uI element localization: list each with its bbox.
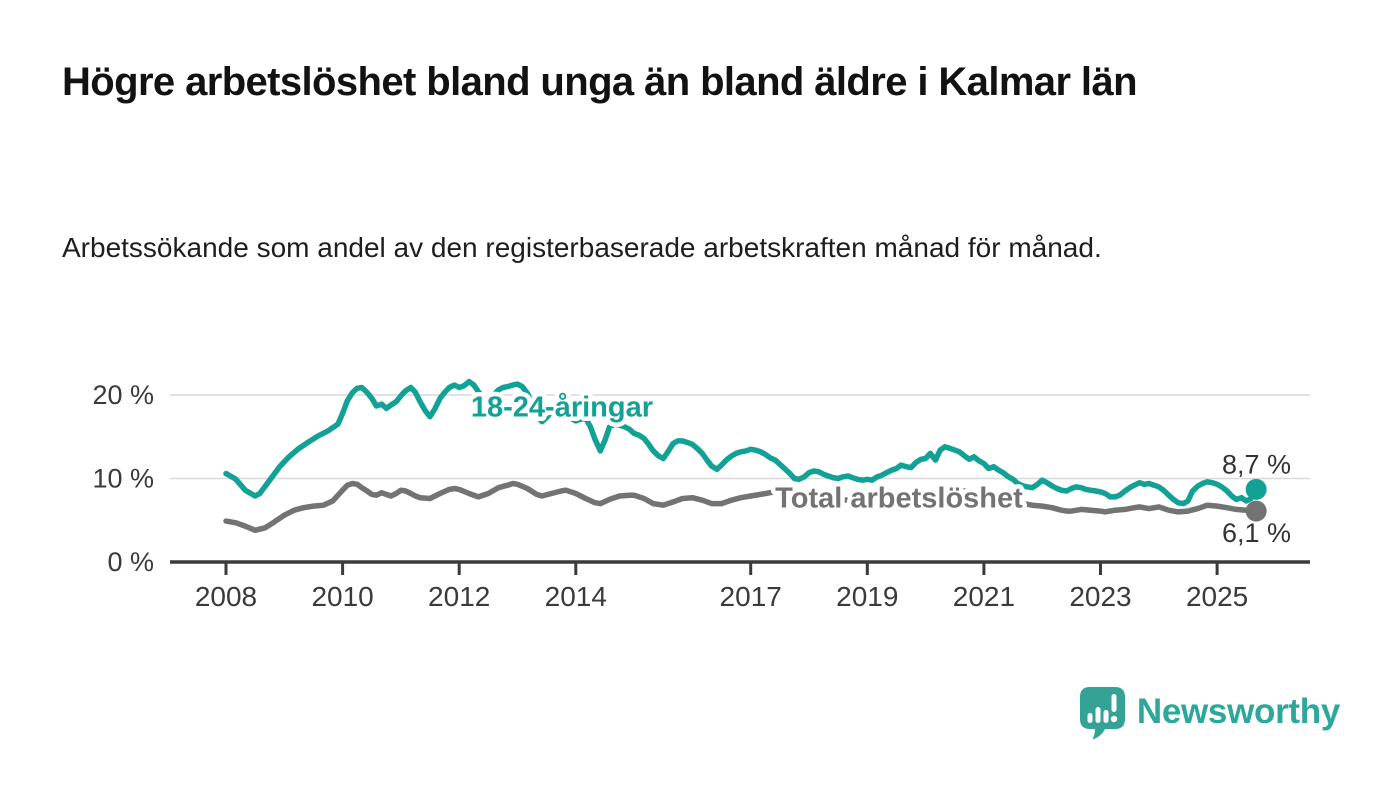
x-tick-label-2021: 2021 [953,581,1015,612]
bar-chart-speech-bubble-icon [1079,687,1125,740]
total-series-line [223,480,1259,534]
y-tick-label-20: 20 % [92,380,154,410]
youth-series-line [223,378,1259,507]
y-tick-label-10: 10 % [92,464,154,494]
x-tick-label-2010: 2010 [311,581,373,612]
x-tick-label-2008: 2008 [195,581,257,612]
line-chart: 2008 2010 2012 2014 2017 2019 2021 2023 2025 0 % 1… [92,378,1310,612]
youth-end-dot [1245,478,1267,500]
x-tick-label-2023: 2023 [1069,581,1131,612]
youth-end-value-label: 8,7 % [1222,449,1291,479]
newsworthy-wordmark: Newsworthy [1136,692,1340,731]
page-title: Högre arbetslöshet bland unga än bland ä… [62,60,1138,104]
newsworthy-logo: Newsworthy [1079,686,1340,740]
total-end-dot [1245,500,1267,522]
x-tick-label-2017: 2017 [720,581,782,612]
page-subtitle: Arbetssökande som andel av den registerb… [62,232,1102,263]
x-tick-label-2019: 2019 [836,581,898,612]
y-tick-label-0: 0 % [107,547,154,577]
youth-series-label: 18-24-åringar [471,392,653,424]
x-tick-label-2014: 2014 [545,581,607,612]
x-tick-label-2025: 2025 [1186,581,1248,612]
total-end-value-label: 6,1 % [1222,518,1291,548]
total-series-label: Total arbetslöshet [775,483,1023,515]
x-tick-label-2012: 2012 [428,581,490,612]
